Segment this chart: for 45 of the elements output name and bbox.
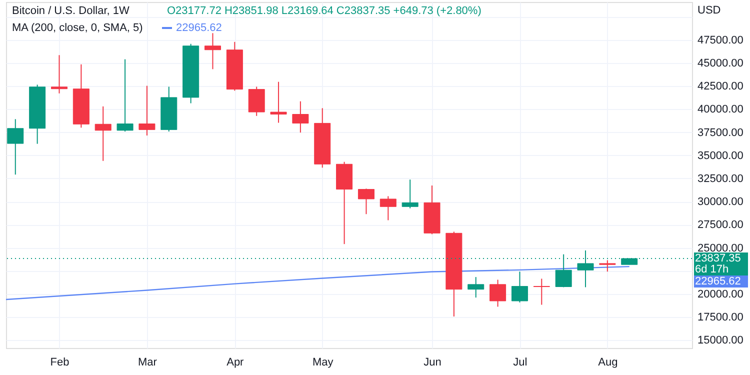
candlestick [599, 260, 616, 272]
y-tick-label: 45000.00 [698, 57, 744, 70]
y-tick-label: 20000.00 [698, 288, 744, 300]
x-tick-label: Aug [598, 356, 618, 368]
candlestick [204, 32, 221, 70]
y-tick-label: 25000.00 [698, 242, 744, 254]
candlestick [138, 85, 156, 136]
text: 6d 17h [695, 264, 729, 276]
y-tick-label: 30000.00 [698, 196, 744, 208]
x-tick-label: Jun [424, 356, 442, 368]
legend-label: MA (200, close, 0, SMA, 5) [12, 22, 143, 34]
candlestick [51, 54, 68, 94]
annotation: 22965.62 [176, 22, 222, 34]
y-tick-label: 35000.00 [698, 150, 744, 162]
candlestick [511, 271, 528, 303]
y-tick-label: 17500.00 [698, 312, 744, 324]
candlestick [248, 86, 265, 116]
chart-subtitle: O23177.72 H23851.98 L23169.64 C23837.35 +649.73 (+2.80%) [167, 5, 482, 17]
y-tick-label: 40000.00 [698, 104, 744, 116]
x-tick-label: May [312, 356, 334, 368]
candlestick [94, 106, 112, 162]
text: 22965.62 [695, 276, 741, 288]
candlestick [468, 276, 484, 298]
x-tick-label: Jul [513, 356, 528, 368]
ref-line-label: 23837.35 [695, 252, 741, 264]
candlestick [358, 188, 374, 215]
y-tick-label: 27500.00 [698, 219, 744, 232]
candlestick [533, 278, 550, 306]
candlestick [7, 118, 24, 176]
candlestick [380, 196, 396, 221]
candlestick [270, 81, 287, 124]
x-tick-label: Feb [50, 356, 70, 368]
y-axis-title: USD [698, 4, 721, 16]
y-tick-label: 15000.00 [698, 334, 744, 347]
candlestick [402, 179, 418, 209]
y-tick-label: 37500.00 [698, 126, 744, 139]
x-tick-label: Mar [138, 356, 158, 368]
candlestick [292, 100, 309, 134]
y-tick-label: 47500.00 [698, 34, 744, 46]
y-tick-label: 42500.00 [698, 80, 744, 93]
candlestick [116, 58, 134, 132]
y-tick-label: 32500.00 [698, 172, 744, 185]
candlestick [490, 279, 506, 308]
chart-title: Bitcoin / U.S. Dollar, 1W [12, 5, 130, 17]
x-tick-label: Apr [226, 356, 244, 368]
